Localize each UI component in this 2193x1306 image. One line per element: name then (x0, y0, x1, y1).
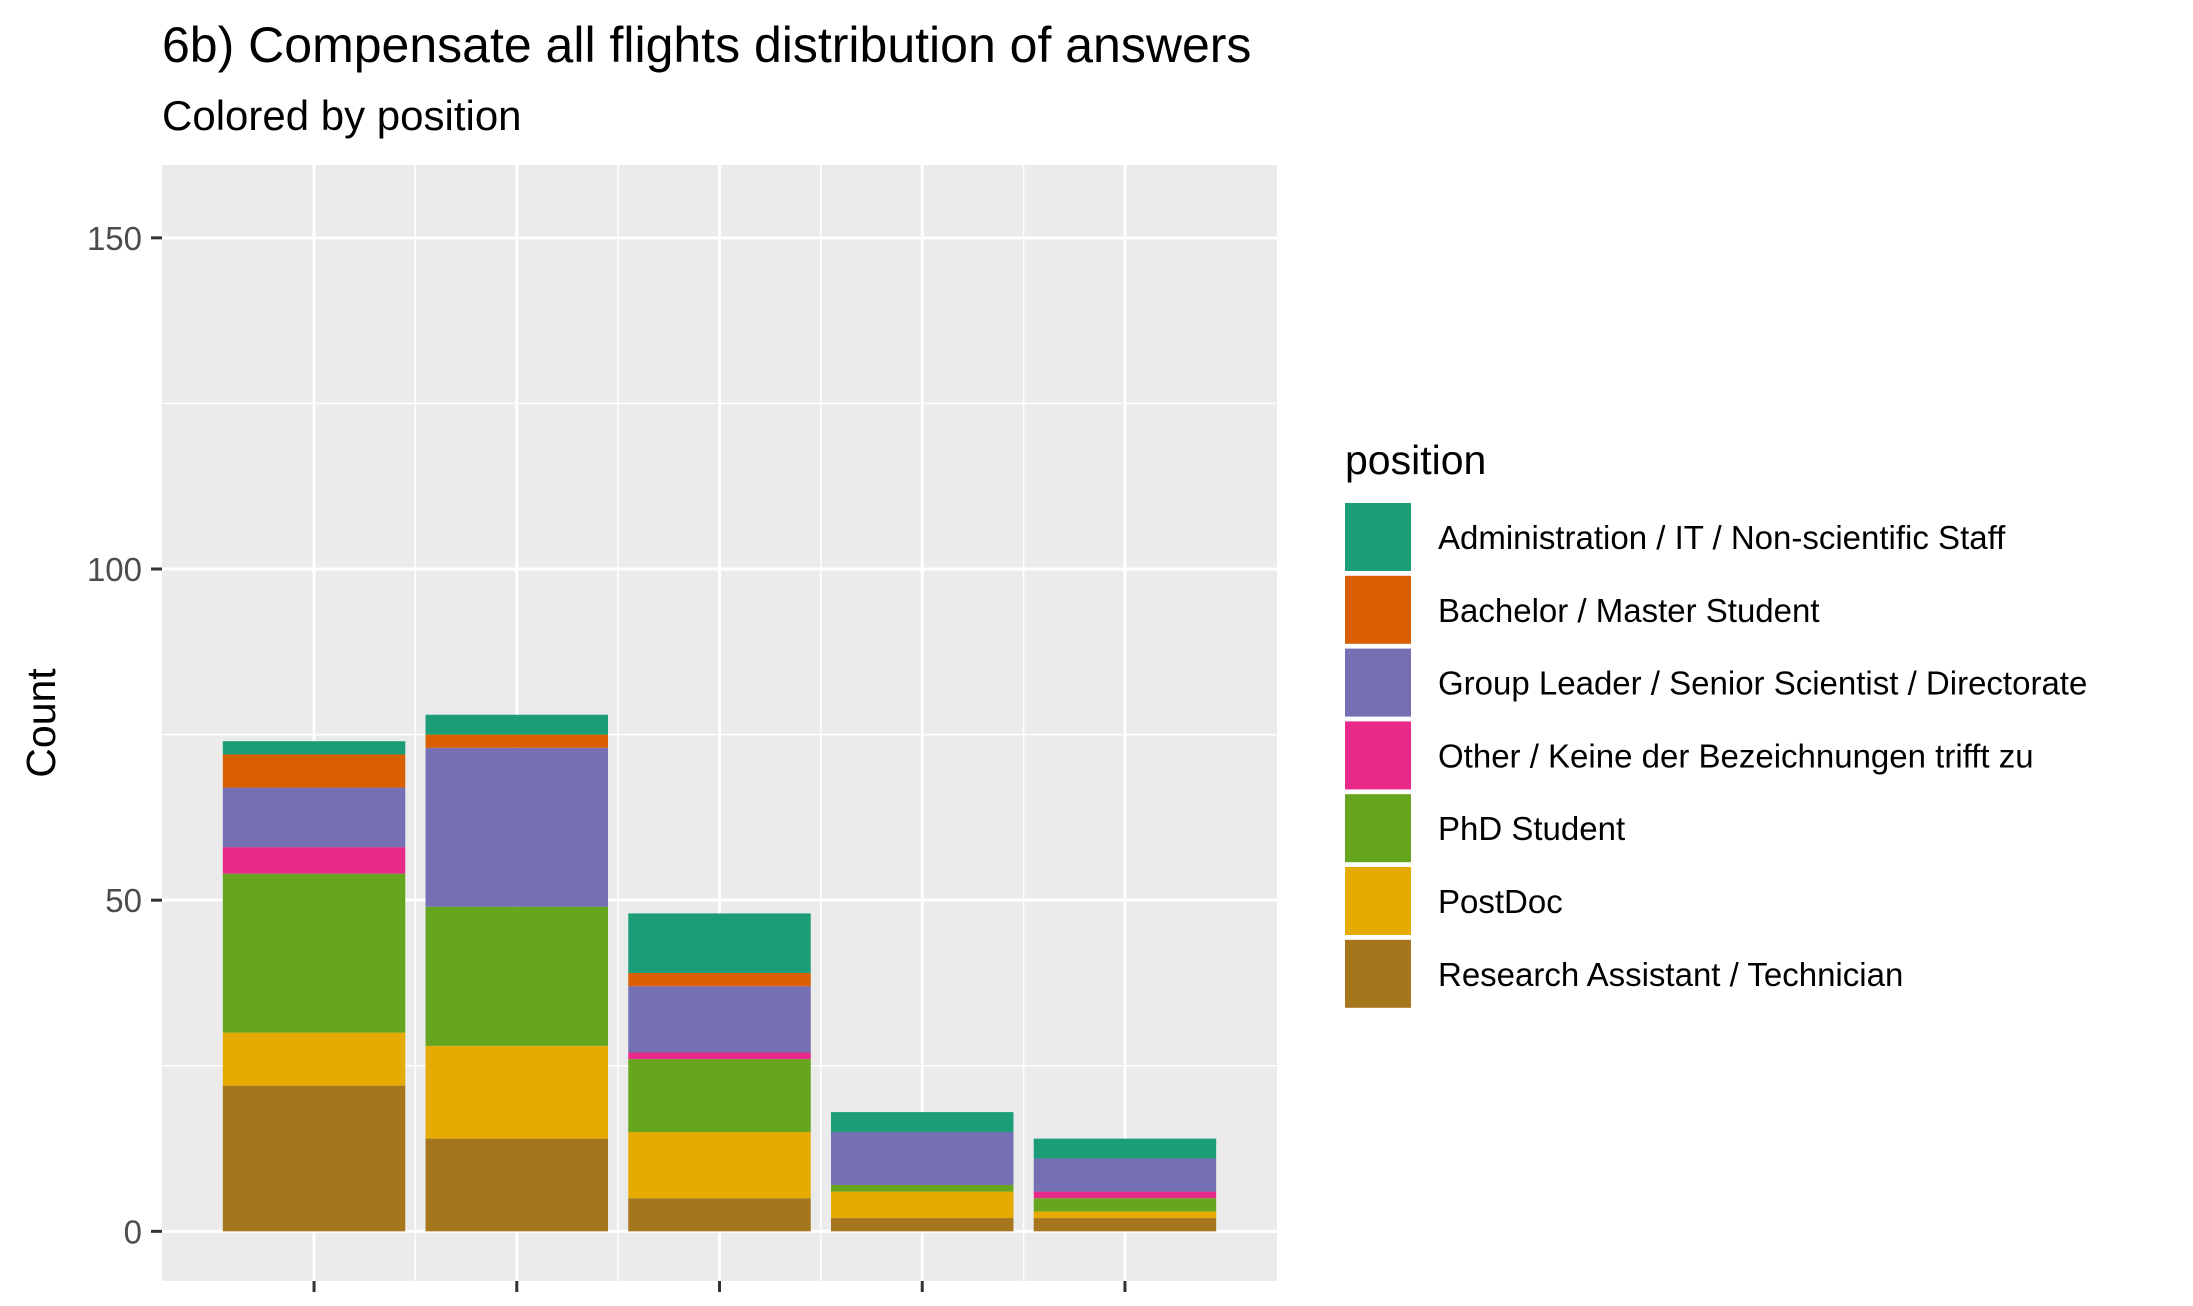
y-axis: 0 50 100 150 (87, 220, 162, 1250)
bar-segment (831, 1184, 1014, 1192)
bar-segment (628, 973, 811, 987)
bar-segment (222, 1085, 406, 1232)
bar-segment (831, 1218, 1014, 1232)
bar-segment (628, 986, 811, 1053)
legend-label: Administration / IT / Non-scientific Sta… (1438, 519, 2006, 556)
legend-title: position (1345, 437, 1486, 483)
legend-label: Bachelor / Master Student (1438, 592, 1820, 629)
bar-segment (1033, 1138, 1217, 1159)
bar-segment (628, 1052, 811, 1060)
legend-label: Other / Keine der Bezeichnungen trifft z… (1438, 737, 2034, 774)
y-tick-label: 0 (124, 1213, 142, 1250)
y-tick-label: 50 (105, 882, 142, 919)
bar-segment (425, 747, 608, 907)
bar-segment (425, 714, 608, 735)
bar-segment (222, 873, 406, 1033)
bar-segment (628, 1131, 811, 1199)
bar-segment (222, 847, 406, 874)
legend-key (1345, 794, 1411, 863)
y-tick-label: 100 (87, 551, 142, 588)
bar-segment (425, 1138, 608, 1232)
bar-segment (1033, 1218, 1217, 1232)
bar-segment (425, 906, 608, 1046)
bar-segment (831, 1131, 1014, 1185)
legend-label: Research Assistant / Technician (1438, 956, 1903, 993)
legend-key (1345, 939, 1411, 1008)
legend-key (1345, 721, 1411, 790)
legend-key (1345, 648, 1411, 717)
bar-segment (628, 913, 811, 974)
bar-segment (1033, 1211, 1217, 1219)
y-axis-title: Count (18, 668, 64, 778)
bar-segment (222, 741, 406, 755)
bar-segment (831, 1112, 1014, 1132)
legend-items: Administration / IT / Non-scientific Sta… (1345, 503, 2087, 1008)
bar-segment (1033, 1198, 1217, 1212)
legend-label: Group Leader / Senior Scientist / Direct… (1438, 665, 2087, 702)
bar-segment (1033, 1158, 1217, 1192)
legend-key (1345, 867, 1411, 935)
chart-title: 6b) Compensate all flights distribution … (162, 17, 1251, 73)
legend-key (1345, 575, 1411, 644)
bar-segment (222, 754, 406, 788)
bars (222, 714, 1217, 1232)
bar-segment (425, 734, 608, 748)
bar-segment (222, 787, 406, 848)
y-tick-label: 150 (87, 220, 142, 257)
legend-label: PhD Student (1438, 810, 1625, 847)
bar-segment (425, 1045, 608, 1139)
bar-segment (1033, 1191, 1217, 1199)
legend-label: PostDoc (1438, 883, 1563, 920)
legend-key (1345, 503, 1411, 571)
bar-segment (831, 1191, 1014, 1219)
x-axis (312, 1281, 1127, 1292)
bar-segment (628, 1059, 811, 1132)
legend: position Administration / IT / Non-scien… (1345, 437, 2087, 1008)
chart-subtitle: Colored by position (162, 92, 522, 139)
bar-segment (628, 1198, 811, 1232)
bar-segment (222, 1032, 406, 1086)
